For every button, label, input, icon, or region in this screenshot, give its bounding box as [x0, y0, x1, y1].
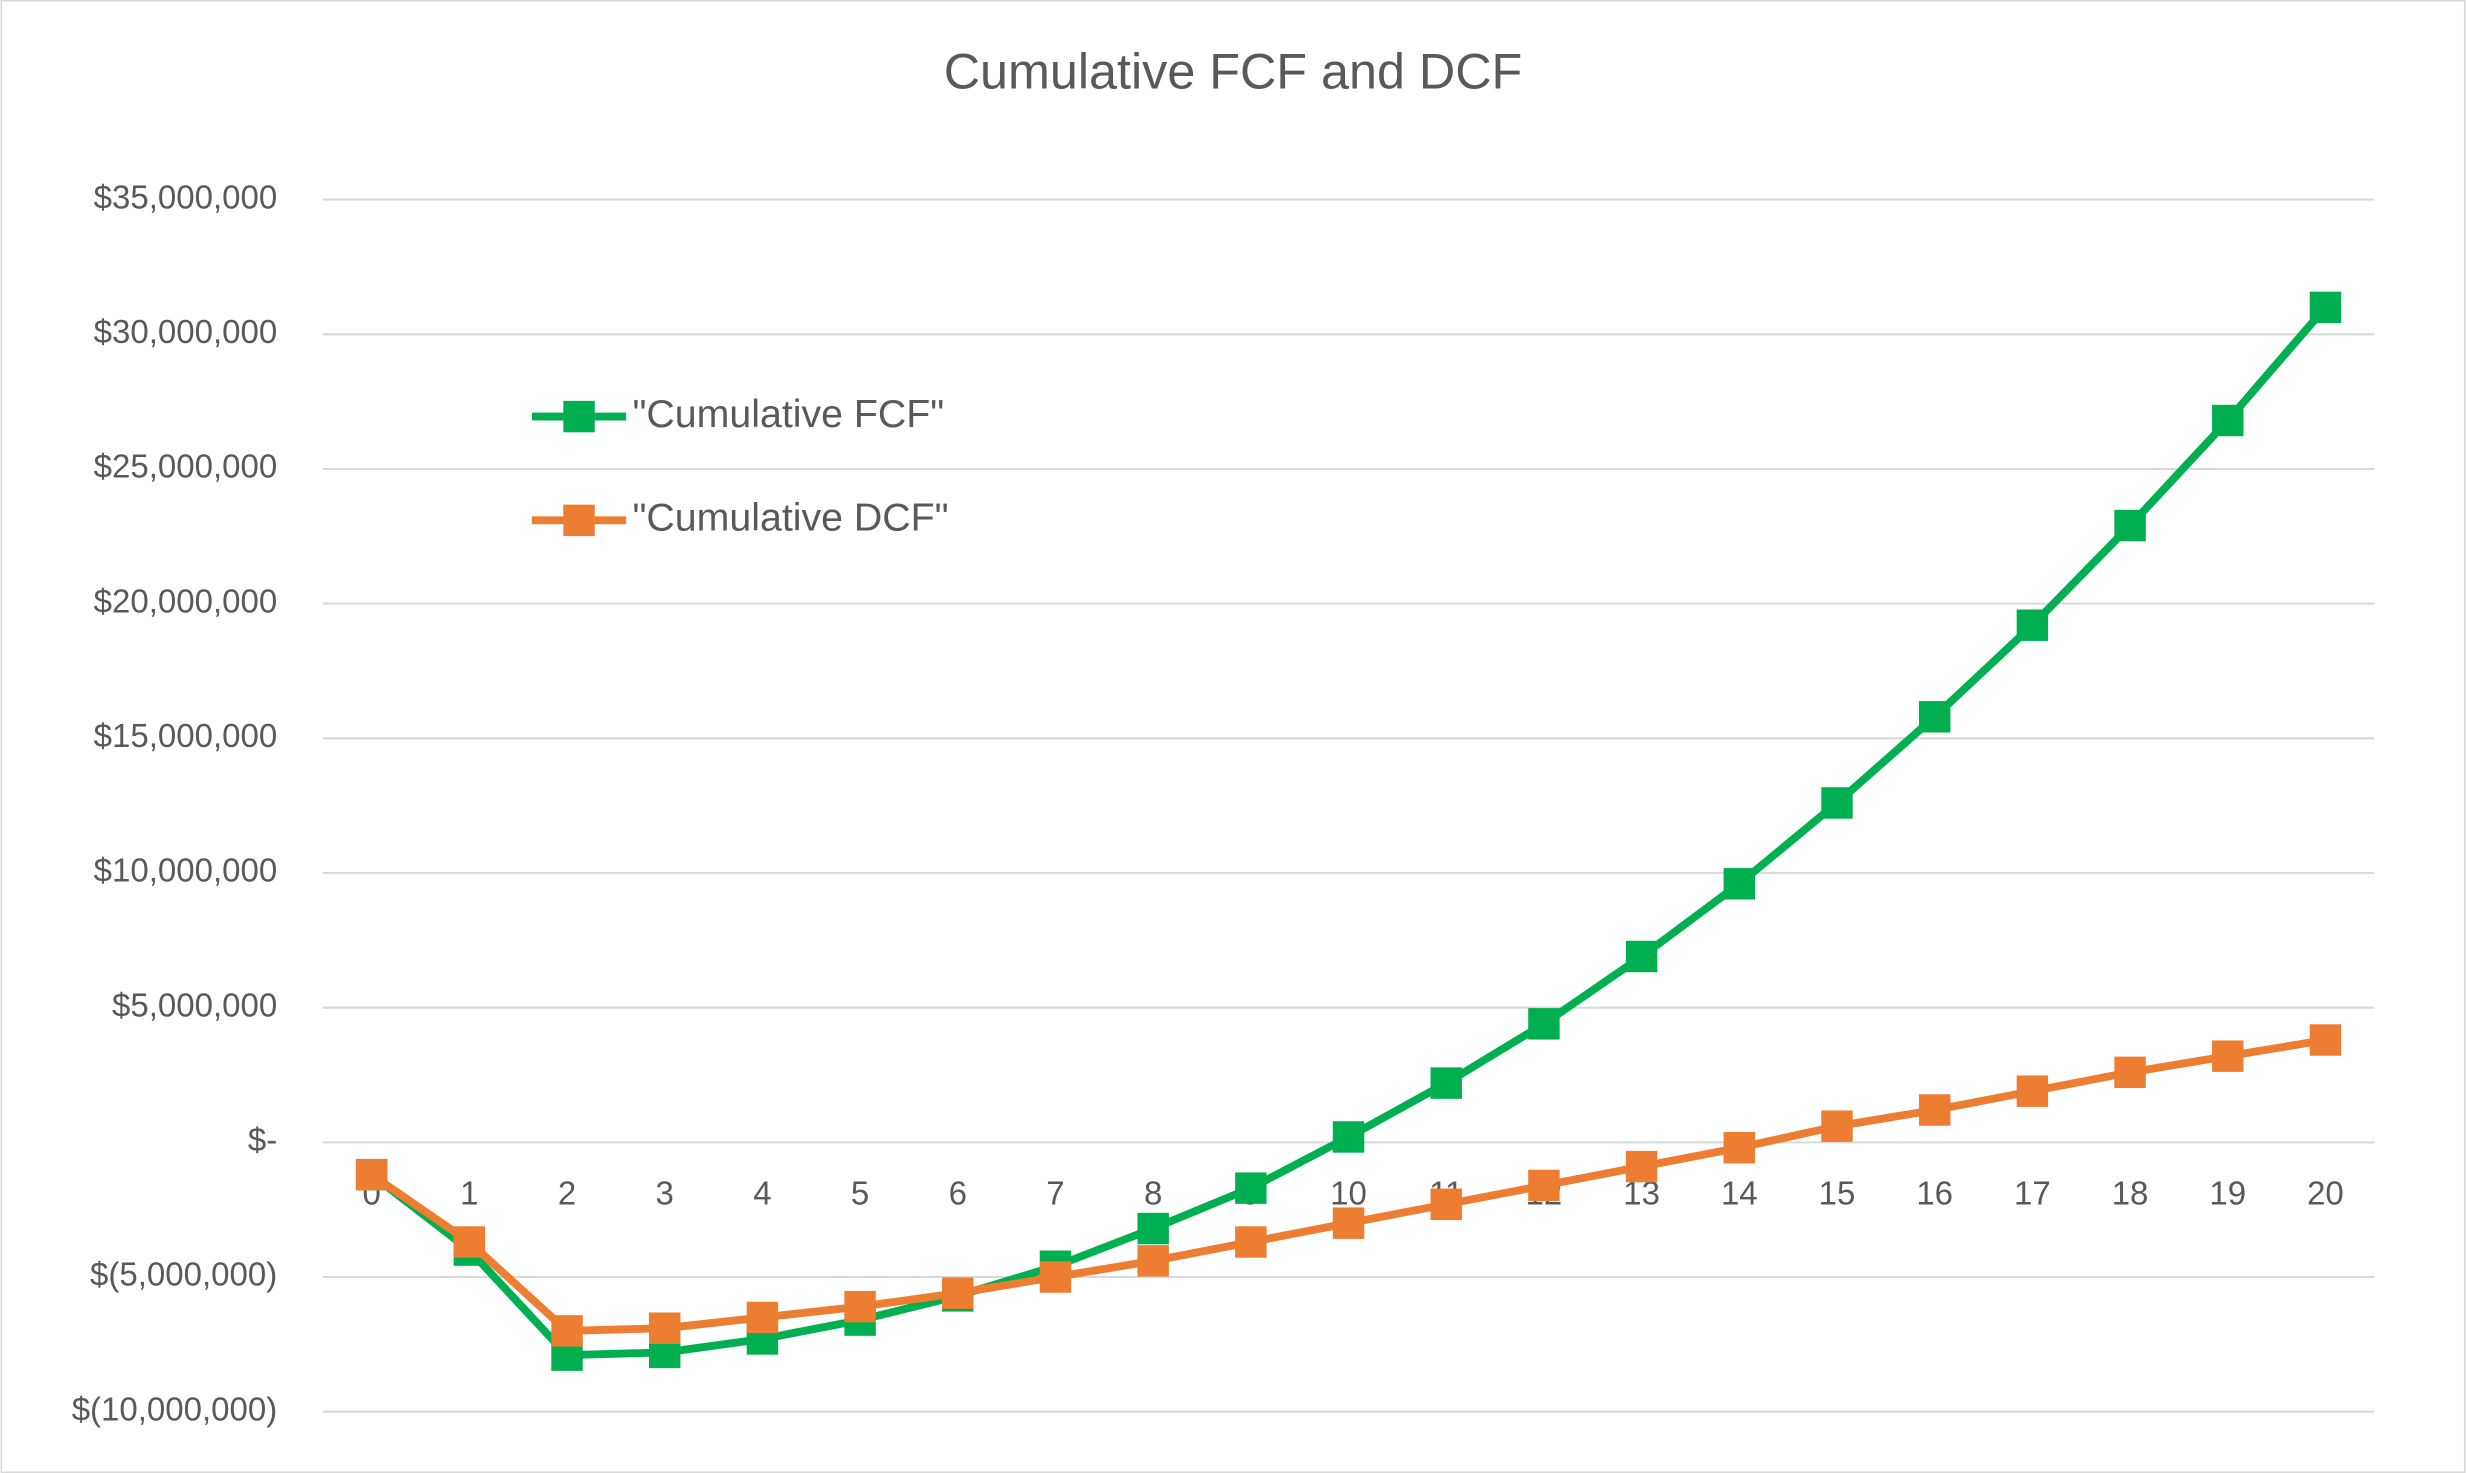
- x-tick-label: 20: [2307, 1175, 2344, 1212]
- marker: [1625, 1150, 1658, 1183]
- x-tick-label: 4: [753, 1175, 771, 1212]
- y-tick-label: $20,000,000: [94, 582, 278, 619]
- marker: [844, 1290, 876, 1323]
- marker: [2016, 609, 2049, 641]
- legend-label: "Cumulative DCF": [632, 496, 948, 540]
- marker: [2309, 291, 2342, 324]
- y-tick-label: $25,000,000: [94, 448, 278, 485]
- legend-label: "Cumulative FCF": [632, 392, 944, 436]
- marker: [2212, 404, 2244, 437]
- marker: [1528, 1008, 1560, 1040]
- y-tick-label: $30,000,000: [94, 313, 278, 350]
- x-tick-label: 19: [2209, 1175, 2246, 1212]
- marker: [453, 1226, 486, 1258]
- marker: [1918, 1094, 1951, 1126]
- chart-title: Cumulative FCF and DCF: [944, 43, 1523, 100]
- marker: [1332, 1207, 1365, 1239]
- x-tick-label: 17: [2014, 1175, 2051, 1212]
- x-tick-label: 10: [1330, 1175, 1367, 1212]
- x-tick-label: 5: [851, 1175, 869, 1212]
- marker: [942, 1277, 974, 1309]
- x-tick-label: 2: [558, 1175, 576, 1212]
- marker: [648, 1312, 681, 1344]
- marker: [1235, 1172, 1267, 1204]
- x-tick-label: 18: [2112, 1175, 2149, 1212]
- marker: [1723, 1132, 1756, 1164]
- x-tick-label: 8: [1144, 1175, 1162, 1212]
- marker: [1723, 868, 1756, 900]
- marker: [355, 1158, 388, 1191]
- marker: [2016, 1075, 2049, 1107]
- marker: [1430, 1067, 1462, 1099]
- x-tick-label: 6: [949, 1175, 967, 1212]
- y-tick-label: $-: [248, 1121, 277, 1158]
- marker: [1821, 1110, 1853, 1142]
- y-tick-label: $15,000,000: [94, 717, 278, 754]
- marker: [1821, 787, 1853, 819]
- y-tick-label: $5,000,000: [112, 986, 277, 1023]
- legend-marker: [563, 504, 595, 537]
- y-tick-label: $10,000,000: [94, 852, 278, 889]
- marker: [1918, 701, 1951, 733]
- x-tick-label: 15: [1819, 1175, 1856, 1212]
- x-tick-label: 7: [1046, 1175, 1064, 1212]
- marker: [1137, 1212, 1169, 1245]
- legend-marker: [563, 400, 595, 433]
- y-tick-label: $(5,000,000): [90, 1256, 277, 1293]
- marker: [1528, 1169, 1560, 1202]
- x-tick-label: 16: [1916, 1175, 1953, 1212]
- marker: [1625, 940, 1658, 973]
- marker: [1137, 1245, 1169, 1277]
- marker: [2114, 509, 2146, 542]
- x-tick-label: 3: [656, 1175, 674, 1212]
- x-tick-label: 14: [1721, 1175, 1758, 1212]
- marker: [746, 1301, 779, 1334]
- x-tick-label: 1: [460, 1175, 478, 1212]
- marker: [2212, 1040, 2244, 1072]
- marker: [1430, 1188, 1462, 1221]
- marker: [1235, 1226, 1267, 1258]
- marker: [551, 1315, 583, 1347]
- marker: [2114, 1056, 2146, 1089]
- marker: [1332, 1121, 1365, 1153]
- y-tick-label: $35,000,000: [94, 178, 278, 215]
- marker: [2309, 1024, 2342, 1056]
- y-tick-label: $(10,000,000): [72, 1390, 278, 1427]
- marker: [1039, 1261, 1072, 1293]
